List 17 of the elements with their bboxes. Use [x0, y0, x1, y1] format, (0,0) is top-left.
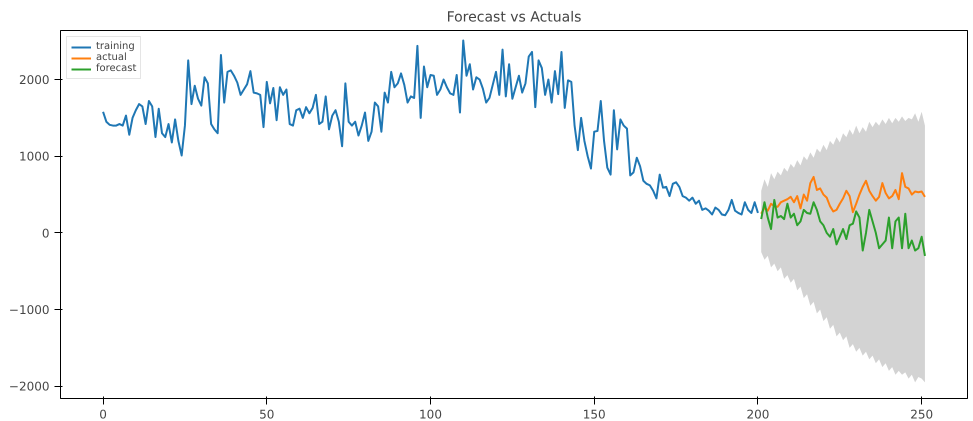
legend-label: forecast	[96, 63, 136, 74]
y-tick-label: −1000	[8, 303, 50, 318]
line-series	[760, 172, 926, 215]
x-tick-label: 200	[746, 408, 770, 421]
chart-title: Forecast vs Actuals	[446, 10, 582, 26]
legend-label: actual	[96, 52, 127, 63]
y-tick-label: 1000	[18, 150, 50, 164]
legend-label: training	[96, 41, 135, 52]
line-series	[760, 198, 926, 257]
y-tick-label: −2000	[8, 380, 50, 394]
x-tick-label: 50	[259, 408, 274, 421]
x-tick-label: 0	[99, 408, 107, 421]
x-tick-label: 100	[419, 408, 442, 421]
x-tick-label: 150	[582, 408, 606, 421]
y-tick-label: 2000	[18, 73, 50, 88]
x-tick-label: 250	[910, 408, 934, 421]
y-tick-label: 0	[42, 226, 50, 240]
